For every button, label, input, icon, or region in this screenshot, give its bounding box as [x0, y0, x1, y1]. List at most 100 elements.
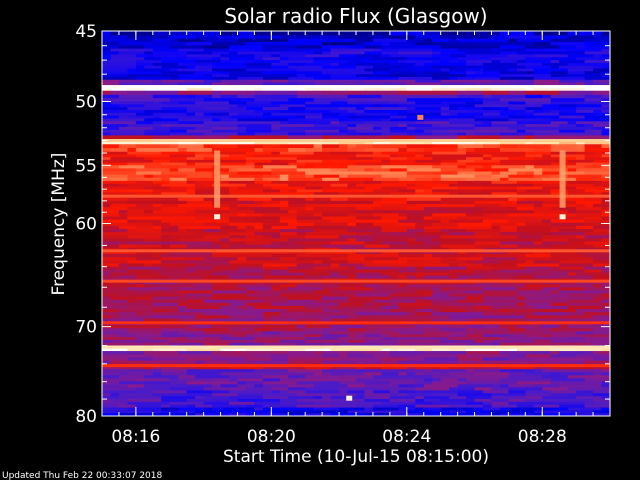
spectrum-cell — [161, 200, 188, 205]
spectrum-cell — [161, 287, 171, 291]
spectrum-cell — [152, 180, 171, 185]
spectrum-cell — [415, 266, 425, 271]
spectrum-cell — [593, 331, 611, 335]
spectrum-cell — [584, 197, 603, 202]
spectrum-cell — [440, 112, 450, 117]
spectrum-cell — [245, 42, 281, 46]
spectrum-cell — [161, 241, 179, 246]
spectrum-cell — [415, 42, 425, 46]
spectrum-cell — [483, 87, 492, 92]
spectrum-cell — [279, 42, 306, 46]
spectrum-cell — [389, 390, 399, 394]
spectrum-cell — [279, 331, 315, 335]
spectrum-cell — [110, 309, 120, 313]
spectrum-cell — [279, 390, 289, 394]
spectrum-cell — [118, 312, 137, 316]
spectrum-cell — [491, 284, 526, 288]
spectrum-cell — [389, 87, 408, 92]
spectrum-cell — [550, 98, 586, 102]
spectrum-cell — [152, 257, 162, 261]
spectrum-cell — [381, 396, 391, 400]
spectrum-cell — [601, 54, 611, 58]
spectrum-cell — [601, 121, 611, 125]
spectrum-cell — [491, 87, 526, 92]
spectrum-cell — [305, 107, 340, 111]
spectrum-cell — [516, 54, 535, 58]
spectrum-cell — [415, 135, 433, 140]
spectrum-cell — [102, 62, 137, 67]
spectrum-cell — [457, 192, 467, 196]
spectrum-cell — [102, 260, 128, 265]
spectrum-cell — [398, 390, 416, 394]
spectrum-cell — [576, 272, 586, 277]
spectrum-cell — [356, 210, 365, 214]
spectrum-cell — [330, 219, 357, 224]
spectrum-cell — [262, 266, 289, 271]
spectrum-cell — [593, 229, 611, 233]
spectrum-cell — [466, 60, 476, 64]
spectrum-cell — [550, 381, 586, 385]
spectrum-cell — [457, 60, 467, 64]
spectrum-cell — [212, 272, 247, 277]
spectrum-cell — [516, 357, 535, 362]
spectrum-cell — [542, 241, 569, 246]
spectrum-cell — [432, 157, 467, 161]
spectrum-cell — [533, 410, 569, 414]
spectrum-cell — [313, 407, 332, 411]
spectrum-cell — [161, 197, 179, 202]
spectrum-cell — [432, 318, 450, 323]
spectrum-cell — [229, 222, 264, 227]
spectrum-cell — [186, 324, 196, 329]
spectrum-cell — [398, 250, 425, 255]
spectrum-cell — [186, 244, 222, 249]
spectrum-cell — [178, 118, 213, 122]
spectrum-cell — [576, 207, 603, 211]
spectrum-cell — [220, 124, 238, 128]
spectrum-cell — [415, 372, 425, 376]
spectrum-cell — [347, 238, 357, 242]
spectrum-cell — [415, 203, 442, 208]
spectrum-cell — [483, 90, 509, 96]
spectrum-cell — [576, 232, 586, 236]
spectrum-cell — [415, 366, 442, 370]
spectrum-cell — [195, 375, 230, 379]
spectrum-cell — [279, 174, 289, 179]
spectrum-cell — [271, 260, 298, 265]
spectrum-cell — [169, 299, 188, 304]
spectrum-cell — [584, 45, 611, 50]
spectrum-cell — [372, 98, 408, 102]
spectrum-cell — [118, 213, 128, 218]
spectrum-cell — [271, 151, 281, 155]
spectrum-cell — [212, 76, 238, 81]
spectrum-cell — [237, 126, 247, 131]
spectrum-cell — [212, 284, 238, 288]
spectrum-cell — [567, 68, 594, 72]
spectrum-cell — [449, 68, 467, 72]
spectrum-cell — [508, 118, 535, 122]
spectrum-cell — [144, 101, 154, 105]
spectrum-cell — [118, 413, 137, 417]
spectrum-cell — [550, 38, 586, 43]
spectrum-cell — [533, 369, 543, 373]
spectrum-cell — [364, 369, 374, 373]
spectrum-cell — [152, 318, 179, 323]
spectrum-cell — [330, 76, 365, 81]
spectrum-cell — [550, 253, 586, 258]
spectrum-cell — [525, 372, 552, 376]
spectrum-cell — [499, 372, 509, 376]
spectrum-cell — [144, 129, 171, 134]
spectrum-cell — [245, 162, 255, 166]
spectrum-cell — [466, 401, 484, 406]
spectrum-cell — [432, 369, 467, 373]
spectrum-cell — [550, 290, 560, 294]
spectrum-cell — [152, 112, 188, 117]
spectrum-cell — [245, 129, 272, 134]
spectrum-cell — [144, 284, 154, 288]
spectrum-cell — [313, 197, 332, 202]
spectrum-cell — [457, 375, 476, 379]
spectrum-cell — [372, 115, 391, 119]
spectrum-cell — [322, 287, 340, 291]
spectrum-cell — [406, 232, 416, 236]
spectrum-cell — [296, 109, 332, 114]
